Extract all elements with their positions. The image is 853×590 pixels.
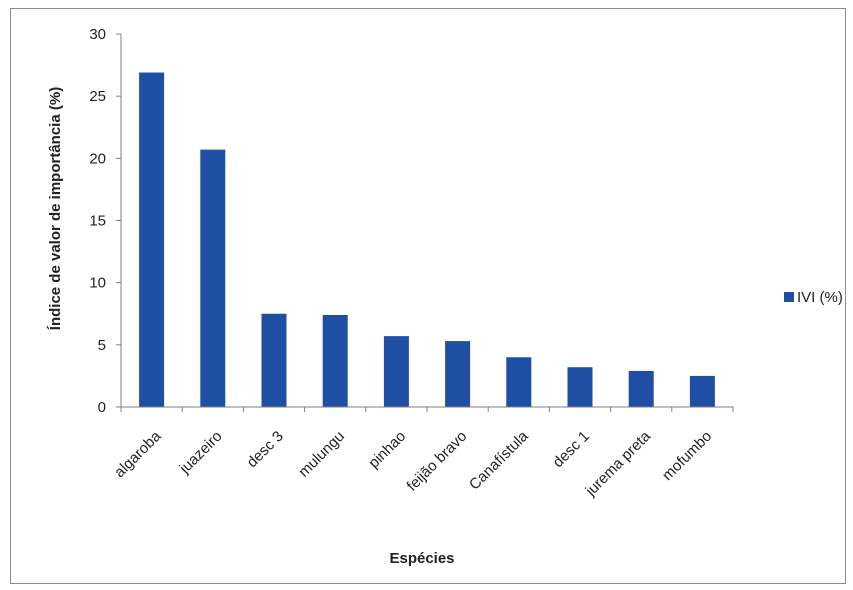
- bar: [689, 375, 715, 407]
- y-tick-label: 15: [89, 213, 106, 230]
- bar: [506, 357, 532, 407]
- bar: [567, 367, 593, 407]
- legend: IVI (%): [784, 289, 843, 306]
- y-tick-label: 0: [98, 399, 106, 416]
- bar: [200, 149, 226, 407]
- bars: [139, 72, 715, 407]
- bar: [383, 336, 409, 407]
- x-tick-label: Canafístula: [466, 427, 532, 493]
- x-axis-ticks: algaroba juazeiro desc 3 mulungu pinhaofeijã…: [111, 407, 734, 500]
- x-tick-label: desc 3: [244, 428, 287, 471]
- x-tick-label: algaroba: [111, 427, 165, 481]
- x-tick-label: jurema preta: [582, 427, 655, 500]
- bar: [322, 314, 348, 407]
- x-tick-label: mulungu: [295, 428, 348, 481]
- bar: [139, 72, 165, 407]
- x-tick-label: pinhao: [365, 428, 409, 472]
- x-tick-label: mofumbo: [659, 428, 715, 484]
- y-tick-label: 10: [89, 275, 106, 292]
- y-tick-label: 30: [89, 26, 106, 43]
- legend-label: IVI (%): [797, 289, 843, 306]
- x-axis-title: Espécies: [389, 550, 454, 567]
- y-tick-label: 5: [98, 337, 106, 354]
- x-tick-label: feijão bravo: [404, 428, 471, 495]
- bar: [628, 370, 654, 407]
- x-tick-label: juazeiro: [176, 428, 226, 478]
- bar: [445, 341, 471, 407]
- bar: [261, 313, 287, 407]
- x-tick-label: desc 1: [550, 428, 593, 471]
- y-axis-title: Índice de valor de importância (%): [47, 87, 64, 330]
- y-axis-ticks: 0 5 10 15 20 25 30: [89, 26, 121, 416]
- y-tick-label: 25: [89, 88, 106, 105]
- y-tick-label: 20: [89, 150, 106, 167]
- legend-swatch: [784, 292, 794, 302]
